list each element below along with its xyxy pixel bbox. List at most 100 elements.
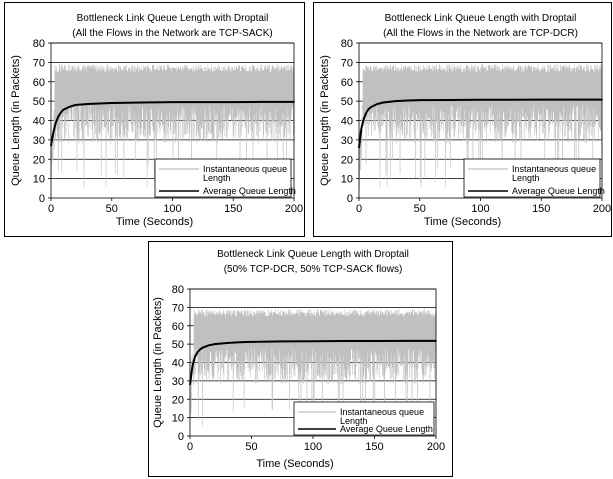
x-tick-label: 50 [414, 203, 426, 215]
chart-panel-dcr: Bottleneck Link Queue Length with Dropta… [313, 2, 612, 237]
series-average-point [510, 98, 512, 101]
y-tick-label: 60 [33, 77, 45, 89]
chart-subtitle: (All the Flows in the Network are TCP-DC… [383, 28, 578, 39]
legend-label-average: Average Queue Length [512, 186, 605, 196]
series-average-point [404, 340, 407, 342]
y-tick-label: 50 [33, 96, 45, 108]
series-average-point [171, 101, 174, 103]
series-average-point [312, 340, 314, 342]
series-average-point [370, 106, 372, 108]
series-average-point [50, 144, 52, 147]
x-tick-label: 150 [532, 203, 550, 215]
y-tick-label: 70 [341, 57, 353, 69]
chart-sack: Bottleneck Link Queue Length with Dropta… [10, 13, 303, 228]
series-average-point [376, 103, 379, 105]
chart-title: Bottleneck Link Queue Length with Dropta… [385, 13, 577, 24]
series-average-point [250, 341, 253, 343]
series-average-point [226, 342, 228, 344]
y-axis-label: Queue Length (in Packets) [152, 297, 164, 428]
y-tick-label: 0 [347, 193, 353, 205]
y-tick-label: 40 [172, 358, 184, 370]
y-tick-label: 0 [39, 193, 45, 205]
x-tick-label: 150 [224, 203, 242, 215]
legend-label-line: Length [203, 173, 231, 183]
y-tick-label: 70 [172, 302, 184, 314]
y-tick-label: 0 [178, 431, 184, 443]
y-tick-label: 50 [172, 339, 184, 351]
y-tick-label: 40 [33, 116, 45, 128]
series-average-point [57, 115, 60, 118]
y-tick-label: 60 [341, 77, 353, 89]
y-tick-label: 80 [341, 38, 353, 50]
x-tick-label: 100 [163, 203, 181, 215]
series-average-point [191, 365, 194, 367]
series-average-point [189, 383, 191, 386]
x-tick-label: 0 [48, 203, 54, 215]
x-tick-label: 150 [365, 441, 383, 453]
series-average-point [367, 108, 370, 110]
legend-label-line: Instantaneous queue [203, 164, 287, 174]
y-tick-label: 30 [33, 135, 45, 147]
chart-subtitle: (All the Flows in the Network are TCP-SA… [72, 28, 272, 39]
series-average-point [86, 103, 89, 105]
legend-label-line: Instantaneous queue [340, 407, 424, 417]
x-tick-label: 0 [356, 203, 362, 215]
series-average-point [479, 98, 482, 101]
series-average-point [365, 111, 368, 114]
x-tick-label: 0 [187, 441, 193, 453]
y-tick-label: 70 [33, 57, 45, 69]
y-tick-label: 10 [341, 174, 353, 186]
series-average-point [194, 356, 196, 358]
chart-panel-mixed: Bottleneck Link Queue Length with Dropta… [148, 241, 453, 477]
chart-title: Bottleneck Link Queue Length with Dropta… [77, 13, 269, 24]
chart-title: Bottleneck Link Queue Length with Dropta… [217, 249, 409, 260]
chart-mixed: Bottleneck Link Queue Length with Dropta… [152, 249, 445, 470]
x-tick-label: 200 [285, 203, 303, 215]
series-average-point [601, 98, 603, 101]
y-tick-label: 20 [341, 154, 353, 166]
y-tick-label: 80 [33, 38, 45, 50]
series-average-point [141, 101, 143, 104]
series-average-point [68, 106, 71, 108]
series-average-point [449, 99, 451, 101]
legend-label-average: Average Queue Length [203, 186, 296, 196]
chart-dcr: Bottleneck Link Queue Length with Dropta… [319, 13, 611, 228]
series-average-point [59, 111, 62, 114]
chart-subtitle: (50% TCP-DCR, 50% TCP-SACK flows) [224, 264, 403, 275]
legend-label-line: Length [512, 173, 540, 183]
y-axis-label: Queue Length (in Packets) [319, 55, 331, 186]
y-tick-label: 50 [341, 96, 353, 108]
legend: Instantaneous queue Length Average Queue L… [154, 158, 296, 198]
series-average-point [382, 101, 385, 104]
y-tick-label: 60 [172, 321, 184, 333]
series-average-point [199, 348, 201, 351]
y-tick-label: 80 [172, 284, 184, 296]
x-axis-label: Time (Seconds) [424, 216, 501, 228]
y-tick-label: 40 [341, 116, 353, 128]
y-tick-label: 30 [172, 376, 184, 388]
series-average-point [110, 102, 113, 104]
legend-label-instantaneous: Instantaneous queue Length [512, 164, 596, 183]
series-average-point [394, 100, 397, 102]
series-average-point [238, 341, 240, 344]
series-average-point [281, 340, 284, 343]
y-tick-label: 20 [172, 394, 184, 406]
y-tick-label: 30 [341, 135, 353, 147]
series-average-point [373, 340, 376, 342]
series-average-point [360, 127, 363, 130]
series-average-point [202, 101, 204, 103]
legend-label-line: Instantaneous queue [512, 164, 596, 174]
series-average-point [262, 101, 265, 103]
chart-panel-sack: Bottleneck Link Queue Length with Dropta… [4, 2, 305, 237]
x-tick-label: 100 [304, 441, 322, 453]
legend-label-average: Average Queue Length [340, 424, 433, 434]
x-axis-label: Time (Seconds) [116, 216, 193, 228]
y-tick-label: 10 [172, 413, 184, 425]
series-instantaneous-line [50, 64, 295, 189]
series-average-point [213, 343, 216, 345]
series-average-point [540, 98, 543, 101]
series-average-point [363, 117, 365, 120]
series-average-point [358, 146, 360, 149]
x-tick-label: 100 [471, 203, 489, 215]
